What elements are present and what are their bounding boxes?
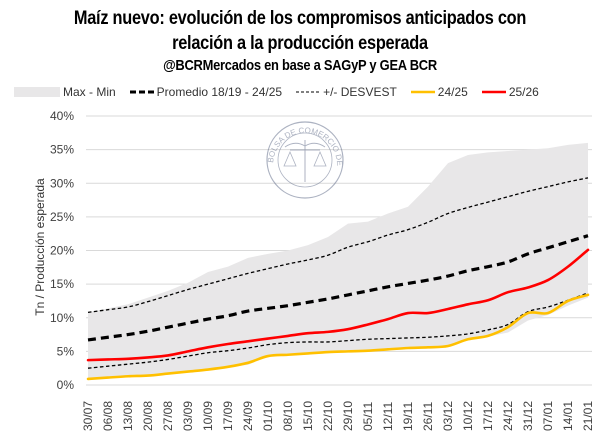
x-tick-label: 30/07 xyxy=(81,401,95,431)
y-tick-labels: 0% 5% 10% 15% 20% 25% 30% 35% 40% xyxy=(50,109,74,392)
series-2425 xyxy=(86,293,590,381)
legend-label: Max - Min xyxy=(63,85,116,99)
legend-item-band: Max - Min xyxy=(14,85,116,99)
x-tick-label: 12/11 xyxy=(381,402,395,431)
x-tick-label: 29/10 xyxy=(341,401,355,431)
x-tick-label: 07/01 xyxy=(541,401,555,431)
x-tick-label: 10/09 xyxy=(201,401,215,431)
x-tick-label: 10/12 xyxy=(461,401,475,431)
x-tick-labels: 30/07 06/08 13/08 20/08 27/08 03/09 10/09 17/09… xyxy=(81,401,595,431)
legend-swatch-band xyxy=(14,87,60,97)
x-tick-label: 31/12 xyxy=(521,401,535,431)
y-tick-label: 10% xyxy=(50,311,74,325)
series-desvest-lower xyxy=(87,292,589,369)
max-min-band xyxy=(88,142,588,379)
x-tick-label: 22/10 xyxy=(321,401,335,431)
x-tick-label: 21/01 xyxy=(581,401,595,431)
x-tick-label: 14/01 xyxy=(561,401,575,431)
watermark-logo: BOLSA DE COMERCIO DE ROSARIO xyxy=(0,0,344,199)
x-tick-label: 06/08 xyxy=(101,401,115,431)
x-tick-label: 19/11 xyxy=(401,402,415,431)
x-tick-label: 17/12 xyxy=(481,401,495,431)
x-tick-label: 24/09 xyxy=(241,401,255,431)
legend-swatch-mean xyxy=(129,90,154,94)
series-2526 xyxy=(86,248,590,362)
x-tick-label: 20/08 xyxy=(141,401,155,431)
band-max-min xyxy=(88,142,588,379)
legend-swatch-desvest xyxy=(296,91,321,93)
y-tick-label: 15% xyxy=(50,277,74,291)
series-promedio xyxy=(87,234,589,342)
y-tick-label: 35% xyxy=(50,143,74,157)
series-lines xyxy=(86,177,590,381)
legend-label: +/- DESVEST xyxy=(323,85,397,99)
legend-label: Promedio 18/19 - 24/25 xyxy=(156,85,283,99)
x-tick-label: 08/10 xyxy=(281,401,295,431)
x-tick-label: 05/11 xyxy=(361,402,375,431)
x-tick-label: 13/08 xyxy=(121,401,135,431)
x-tick-label: 24/12 xyxy=(501,401,515,431)
x-tick-label: 03/12 xyxy=(441,401,455,431)
x-tick-label: 17/09 xyxy=(221,401,235,431)
legend-swatch-2526 xyxy=(481,90,506,94)
legend-swatch-2425 xyxy=(410,90,435,94)
x-tick-label: 27/08 xyxy=(161,401,175,431)
y-tick-label: 30% xyxy=(50,176,74,190)
legend-label: 24/25 xyxy=(437,85,468,99)
legend-label: 25/26 xyxy=(508,85,539,99)
y-tick-label: 20% xyxy=(50,244,74,258)
x-tick-label: 03/09 xyxy=(181,401,195,431)
x-tick-label: 26/11 xyxy=(421,402,435,431)
legend: Max - Min Promedio 18/19 - 24/25 +/- DES… xyxy=(14,84,553,100)
chart-subtitle: @BCRMercados en base a SAGyP y GEA BCR xyxy=(163,57,437,74)
legend-item-2526: 25/26 xyxy=(481,85,539,99)
y-tick-label: 40% xyxy=(50,109,74,123)
chart-title-line-2: relación a la producción esperada xyxy=(172,33,428,54)
x-tick-label: 01/10 xyxy=(261,401,275,431)
series-desvest-upper xyxy=(87,177,589,314)
watermark-text: BOLSA DE COMERCIO DE ROSARIO xyxy=(0,0,344,166)
y-tick-label: 0% xyxy=(57,378,75,392)
legend-item-2425: 24/25 xyxy=(410,85,468,99)
legend-item-mean: Promedio 18/19 - 24/25 xyxy=(129,85,283,99)
chart-title-line-1: Maíz nuevo: evolución de los compromisos… xyxy=(73,8,527,29)
y-tick-label: 25% xyxy=(50,210,74,224)
y-tick-label: 5% xyxy=(57,344,75,358)
legend-item-desvest: +/- DESVEST xyxy=(296,85,397,99)
x-tick-label: 15/10 xyxy=(301,401,315,431)
